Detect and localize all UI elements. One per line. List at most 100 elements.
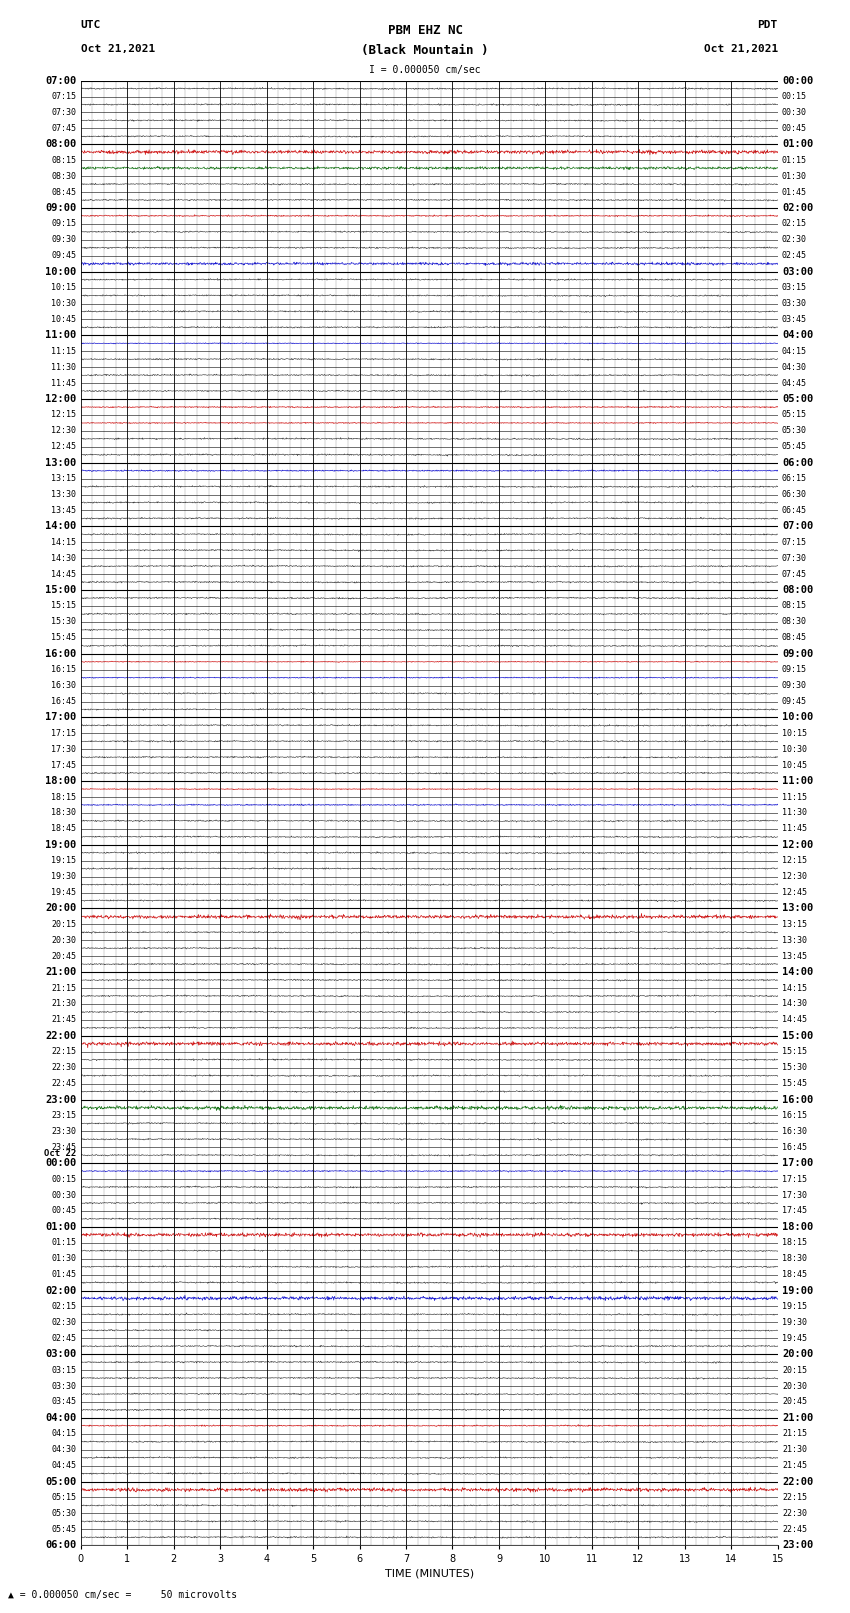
Text: 09:30: 09:30 bbox=[782, 681, 807, 690]
Text: 23:30: 23:30 bbox=[52, 1127, 76, 1136]
Text: 13:15: 13:15 bbox=[52, 474, 76, 484]
Text: 18:45: 18:45 bbox=[782, 1269, 807, 1279]
Text: 06:15: 06:15 bbox=[782, 474, 807, 484]
Text: 02:45: 02:45 bbox=[52, 1334, 76, 1342]
Text: I = 0.000050 cm/sec: I = 0.000050 cm/sec bbox=[369, 65, 481, 74]
Text: 02:15: 02:15 bbox=[782, 219, 807, 229]
Text: 15:15: 15:15 bbox=[782, 1047, 807, 1057]
Text: 21:30: 21:30 bbox=[52, 1000, 76, 1008]
Text: 05:00: 05:00 bbox=[45, 1476, 76, 1487]
Text: 12:00: 12:00 bbox=[45, 394, 76, 403]
Text: 00:15: 00:15 bbox=[52, 1174, 76, 1184]
Text: 22:00: 22:00 bbox=[45, 1031, 76, 1040]
Text: 18:30: 18:30 bbox=[782, 1255, 807, 1263]
Text: 01:45: 01:45 bbox=[782, 187, 807, 197]
Text: 10:30: 10:30 bbox=[782, 745, 807, 753]
Text: 15:15: 15:15 bbox=[52, 602, 76, 610]
Text: 14:00: 14:00 bbox=[45, 521, 76, 531]
Text: 03:30: 03:30 bbox=[782, 298, 807, 308]
Text: 07:30: 07:30 bbox=[52, 108, 76, 118]
Text: ▲ = 0.000050 cm/sec =     50 microvolts: ▲ = 0.000050 cm/sec = 50 microvolts bbox=[8, 1590, 238, 1600]
Text: 18:00: 18:00 bbox=[45, 776, 76, 786]
Text: 18:30: 18:30 bbox=[52, 808, 76, 818]
Text: 09:45: 09:45 bbox=[52, 252, 76, 260]
Text: 13:45: 13:45 bbox=[52, 506, 76, 515]
Text: 09:00: 09:00 bbox=[782, 648, 813, 658]
Text: 10:00: 10:00 bbox=[45, 266, 76, 277]
Text: 16:00: 16:00 bbox=[782, 1095, 813, 1105]
Text: 20:45: 20:45 bbox=[782, 1397, 807, 1407]
Text: 04:30: 04:30 bbox=[782, 363, 807, 371]
Text: 21:30: 21:30 bbox=[782, 1445, 807, 1455]
Text: 22:15: 22:15 bbox=[782, 1494, 807, 1502]
Text: 14:00: 14:00 bbox=[782, 968, 813, 977]
Text: 04:15: 04:15 bbox=[782, 347, 807, 356]
Text: 20:30: 20:30 bbox=[52, 936, 76, 945]
Text: 04:15: 04:15 bbox=[52, 1429, 76, 1439]
Text: 04:00: 04:00 bbox=[45, 1413, 76, 1423]
Text: 13:00: 13:00 bbox=[45, 458, 76, 468]
Text: 04:45: 04:45 bbox=[52, 1461, 76, 1469]
Text: 21:00: 21:00 bbox=[782, 1413, 813, 1423]
Text: 00:45: 00:45 bbox=[782, 124, 807, 132]
Text: 00:00: 00:00 bbox=[45, 1158, 76, 1168]
Text: 03:15: 03:15 bbox=[52, 1366, 76, 1374]
Text: 03:00: 03:00 bbox=[782, 266, 813, 277]
Text: 09:15: 09:15 bbox=[782, 665, 807, 674]
Text: 00:30: 00:30 bbox=[782, 108, 807, 118]
Text: 12:30: 12:30 bbox=[52, 426, 76, 436]
Text: 03:15: 03:15 bbox=[782, 284, 807, 292]
Text: 00:00: 00:00 bbox=[782, 76, 813, 85]
Text: 17:30: 17:30 bbox=[782, 1190, 807, 1200]
Text: 07:45: 07:45 bbox=[52, 124, 76, 132]
Text: 17:30: 17:30 bbox=[52, 745, 76, 753]
Text: 20:30: 20:30 bbox=[782, 1382, 807, 1390]
Text: 05:30: 05:30 bbox=[782, 426, 807, 436]
Text: 15:30: 15:30 bbox=[782, 1063, 807, 1073]
Text: 09:30: 09:30 bbox=[52, 235, 76, 244]
Text: 05:15: 05:15 bbox=[52, 1494, 76, 1502]
Text: 09:00: 09:00 bbox=[45, 203, 76, 213]
Text: 14:15: 14:15 bbox=[52, 537, 76, 547]
Text: 20:15: 20:15 bbox=[782, 1366, 807, 1374]
Text: 20:00: 20:00 bbox=[45, 903, 76, 913]
Text: 03:45: 03:45 bbox=[782, 315, 807, 324]
Text: 16:45: 16:45 bbox=[52, 697, 76, 706]
Text: 06:00: 06:00 bbox=[45, 1540, 76, 1550]
Text: 22:30: 22:30 bbox=[782, 1508, 807, 1518]
Text: 22:45: 22:45 bbox=[782, 1524, 807, 1534]
Text: 20:15: 20:15 bbox=[52, 919, 76, 929]
Text: 08:45: 08:45 bbox=[52, 187, 76, 197]
Text: 11:30: 11:30 bbox=[52, 363, 76, 371]
Text: 19:15: 19:15 bbox=[52, 857, 76, 865]
Text: 01:30: 01:30 bbox=[782, 171, 807, 181]
Text: 12:45: 12:45 bbox=[52, 442, 76, 452]
Text: 23:15: 23:15 bbox=[52, 1111, 76, 1119]
Text: 05:00: 05:00 bbox=[782, 394, 813, 403]
Text: 04:00: 04:00 bbox=[782, 331, 813, 340]
Text: 19:00: 19:00 bbox=[45, 840, 76, 850]
Text: 01:45: 01:45 bbox=[52, 1269, 76, 1279]
Text: 13:30: 13:30 bbox=[52, 490, 76, 498]
Text: 21:45: 21:45 bbox=[52, 1016, 76, 1024]
Text: 15:00: 15:00 bbox=[45, 586, 76, 595]
Text: 14:45: 14:45 bbox=[52, 569, 76, 579]
Text: 18:45: 18:45 bbox=[52, 824, 76, 834]
Text: 10:45: 10:45 bbox=[782, 761, 807, 769]
Text: PBM EHZ NC: PBM EHZ NC bbox=[388, 24, 462, 37]
Text: 02:00: 02:00 bbox=[782, 203, 813, 213]
Text: 11:00: 11:00 bbox=[782, 776, 813, 786]
Text: 07:15: 07:15 bbox=[782, 537, 807, 547]
Text: 22:30: 22:30 bbox=[52, 1063, 76, 1073]
Text: 12:30: 12:30 bbox=[782, 873, 807, 881]
Text: 00:15: 00:15 bbox=[782, 92, 807, 102]
Text: 08:30: 08:30 bbox=[52, 171, 76, 181]
Text: 21:15: 21:15 bbox=[52, 984, 76, 992]
Text: 16:15: 16:15 bbox=[52, 665, 76, 674]
Text: 17:45: 17:45 bbox=[52, 761, 76, 769]
Text: 03:00: 03:00 bbox=[45, 1348, 76, 1360]
Text: 08:45: 08:45 bbox=[782, 634, 807, 642]
Text: 07:00: 07:00 bbox=[45, 76, 76, 85]
Text: 11:15: 11:15 bbox=[782, 792, 807, 802]
Text: 14:30: 14:30 bbox=[782, 1000, 807, 1008]
